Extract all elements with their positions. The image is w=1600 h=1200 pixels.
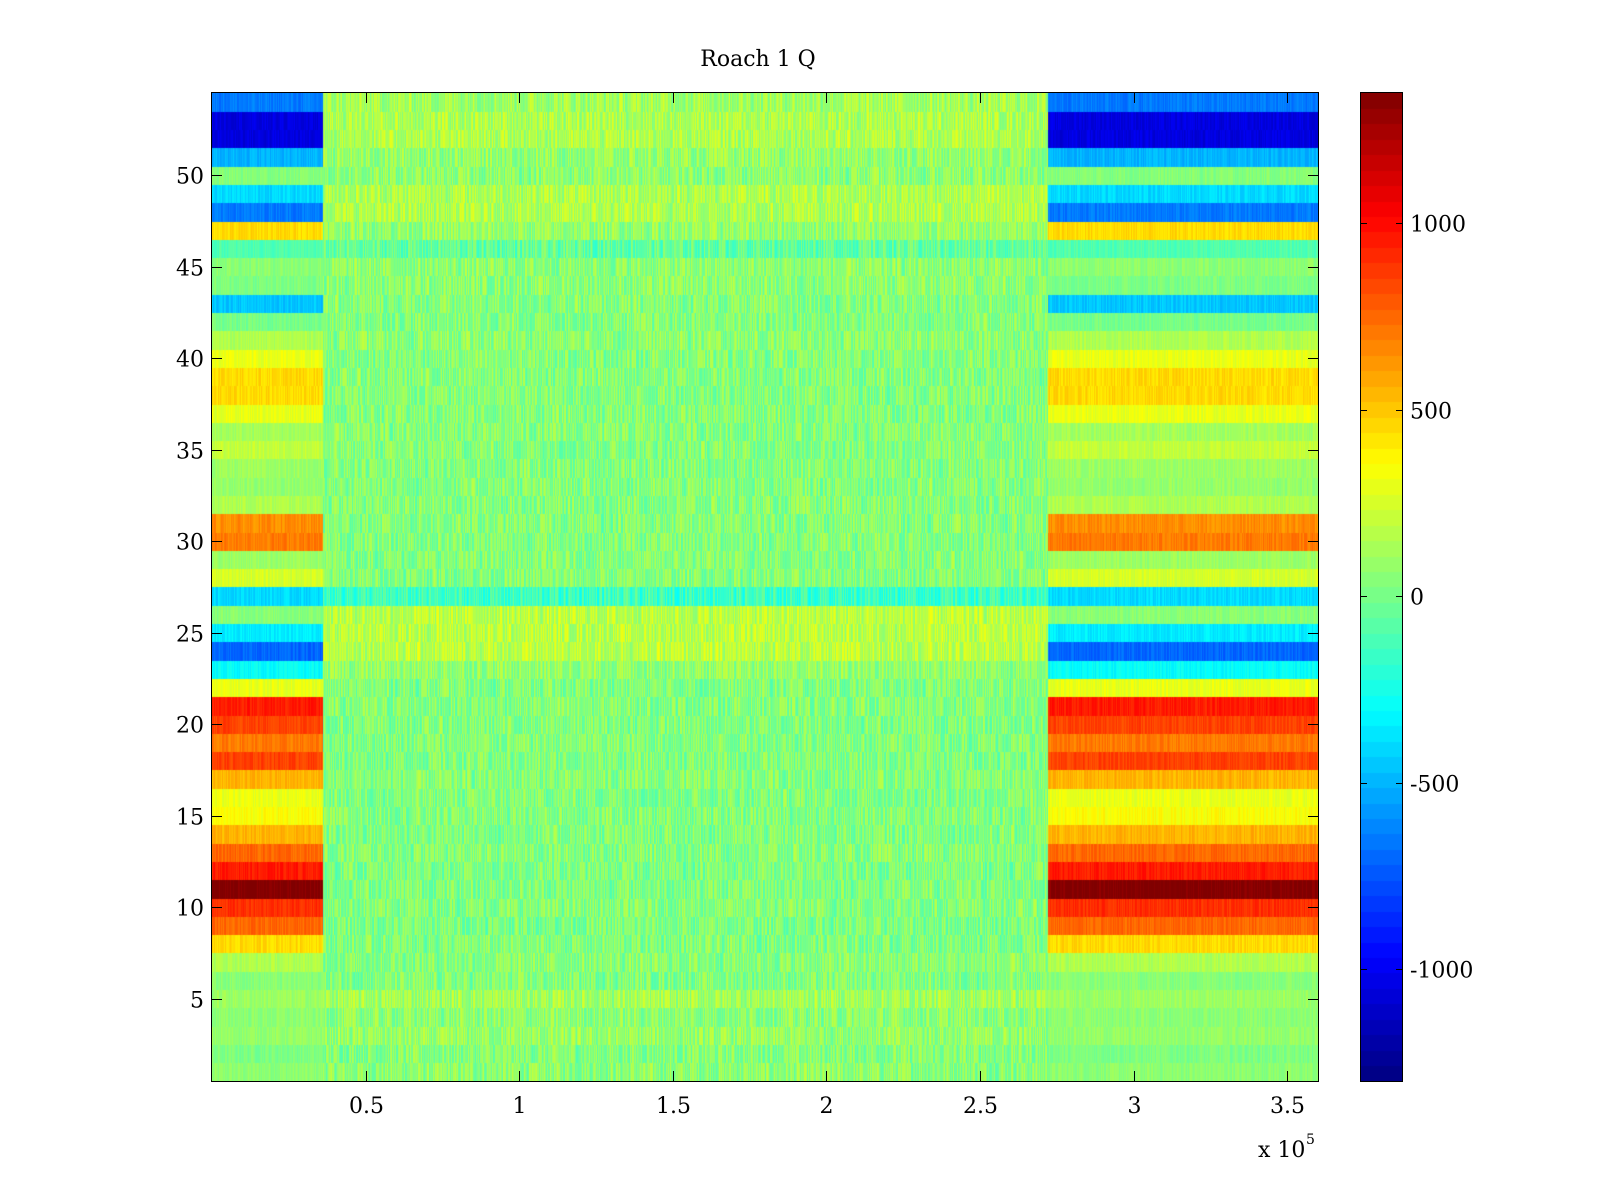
colorbar-box: [1360, 92, 1403, 1082]
y-tick-label: 5: [190, 989, 204, 1014]
y-tick-label: 15: [176, 806, 204, 831]
colorbar-tick-label: 0: [1410, 586, 1424, 611]
colorbar-ticks: 1000 500 0 -500 -1000: [1361, 213, 1473, 984]
x-tick-label: 1.5: [656, 1094, 691, 1119]
y-tick-label: 30: [176, 531, 204, 556]
y-tick-label: 50: [176, 165, 204, 190]
y-axis-ticks: 5 10 15 20 25 30 35 40 45 50: [176, 165, 1318, 1014]
chart-title: Roach 1 Q: [700, 47, 815, 72]
y-tick-label: 40: [176, 348, 204, 373]
x-tick-label: 3.5: [1270, 1094, 1305, 1119]
x-exponent-label: x 10: [1258, 1138, 1305, 1163]
x-tick-label: 2.5: [963, 1094, 998, 1119]
plot-axes-box: [211, 92, 1319, 1082]
colorbar-tick-label: -1000: [1410, 959, 1473, 984]
x-tick-label: 2: [820, 1094, 834, 1119]
x-exponent-power: 5: [1306, 1132, 1315, 1148]
y-tick-label: 35: [176, 440, 204, 465]
y-tick-label: 25: [176, 623, 204, 648]
x-tick-label: 3: [1128, 1094, 1142, 1119]
heatmap-image: [212, 93, 1318, 1081]
y-tick-label: 20: [176, 714, 204, 739]
y-tick-label: 45: [176, 257, 204, 282]
x-tick-label: 1: [513, 1094, 527, 1119]
y-tick-label: 10: [176, 897, 204, 922]
x-axis-ticks: 0.5 1 1.5 2 2.5 3 3.5: [349, 93, 1305, 1119]
colorbar-tick-label: -500: [1410, 773, 1459, 798]
colorbar-image: [1361, 93, 1402, 1081]
x-tick-label: 0.5: [349, 1094, 384, 1119]
colorbar-tick-label: 1000: [1410, 213, 1466, 238]
colorbar-tick-label: 500: [1410, 400, 1452, 425]
